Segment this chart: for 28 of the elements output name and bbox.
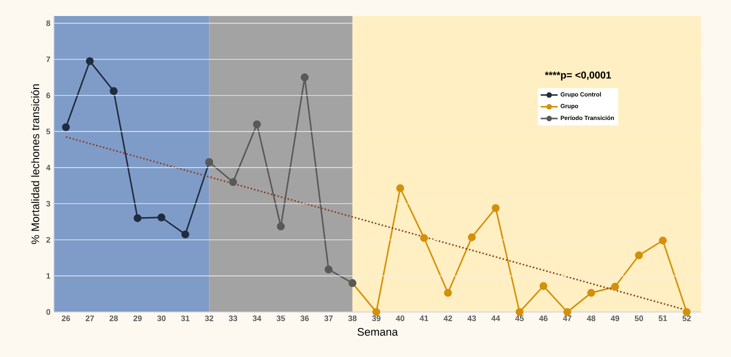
point bbox=[372, 308, 380, 316]
point bbox=[444, 288, 452, 297]
point bbox=[276, 222, 285, 230]
point bbox=[86, 57, 94, 66]
x-axis-title: Semana bbox=[358, 328, 398, 336]
point bbox=[396, 184, 404, 192]
y-axis-title: % Mortalidad lechones transición bbox=[31, 84, 40, 244]
point bbox=[181, 230, 190, 238]
point bbox=[539, 282, 548, 290]
point bbox=[563, 308, 572, 316]
point bbox=[300, 73, 309, 82]
point bbox=[420, 234, 428, 242]
point bbox=[682, 308, 691, 316]
point bbox=[468, 233, 476, 242]
point bbox=[611, 282, 619, 291]
point bbox=[229, 178, 237, 186]
annotation: ****p= <0,0001 bbox=[544, 72, 612, 81]
point bbox=[324, 265, 332, 274]
point bbox=[110, 87, 118, 96]
point bbox=[492, 204, 500, 212]
point bbox=[587, 288, 596, 297]
point bbox=[658, 236, 667, 244]
point bbox=[516, 308, 524, 316]
point bbox=[134, 214, 142, 222]
point bbox=[634, 251, 643, 260]
point bbox=[158, 213, 166, 222]
point bbox=[62, 123, 70, 132]
point bbox=[253, 120, 261, 128]
